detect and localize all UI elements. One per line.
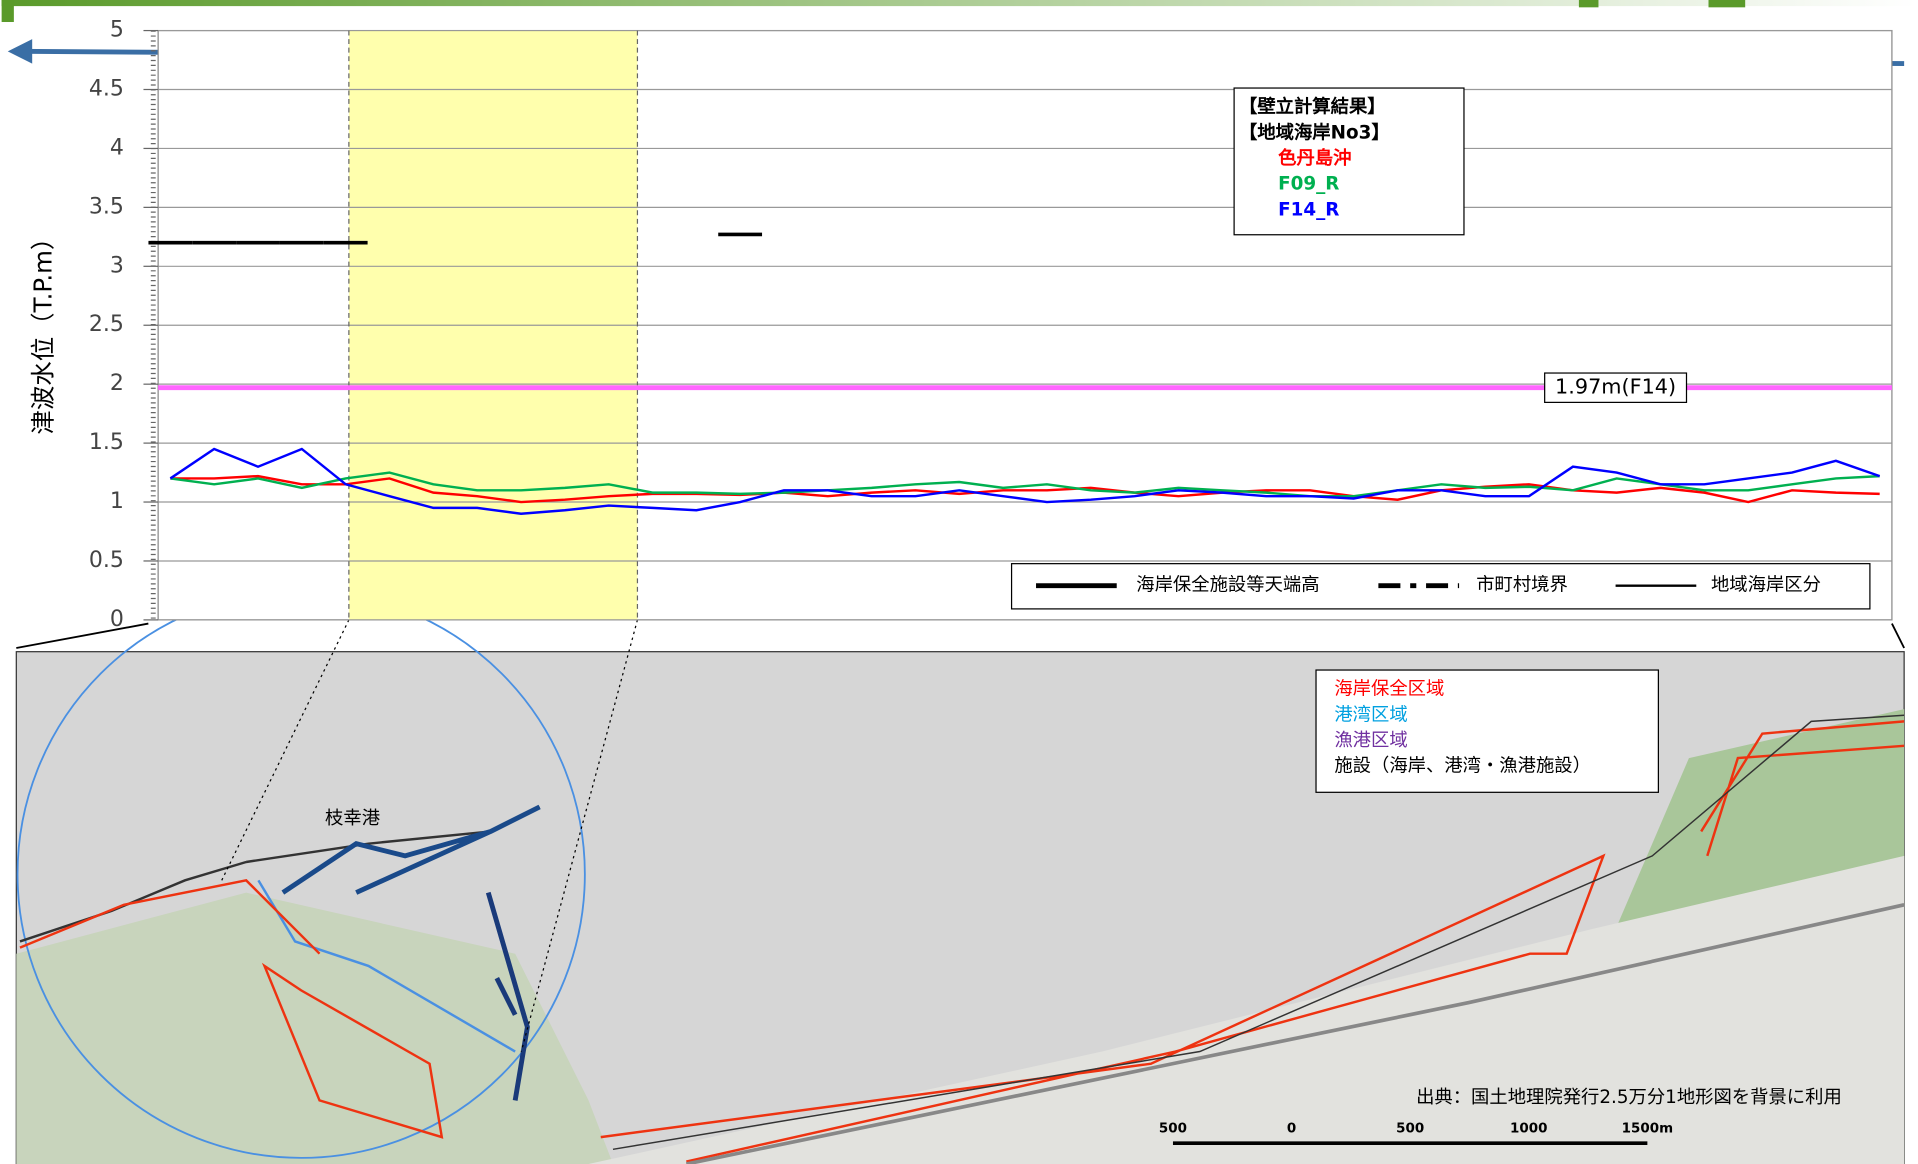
y-tick-label: 0.5	[89, 548, 124, 573]
reference-label-box	[1544, 372, 1688, 403]
y-tick-label: 2.5	[89, 312, 124, 337]
legend-box	[1233, 87, 1465, 236]
map-legend-entry: 港湾区域	[1334, 704, 1407, 725]
legend-entry: 市町村境界	[1476, 575, 1568, 596]
y-tick-label: 1.5	[89, 430, 124, 455]
reference-label: 1.97m(F14)	[1555, 375, 1676, 399]
map	[15, 589, 1905, 1164]
scale-label: 1500m	[1622, 1122, 1673, 1137]
legend-entry: 海岸保全施設等天端高	[1136, 575, 1319, 596]
series-line	[170, 471, 1880, 498]
header-mark	[1, 0, 14, 23]
y-tick-label: 3.5	[89, 194, 124, 219]
y-tick-label: 0	[110, 607, 124, 632]
header-bar	[1, 0, 1917, 7]
map-legend-entry: 漁港区域	[1334, 730, 1407, 751]
y-axis-label: 津波水位（T.P.m）	[28, 226, 57, 435]
series-line	[170, 474, 1880, 504]
legend-entry: F14_R	[1278, 199, 1339, 220]
map-legend-entry: 施設（海岸、港湾・漁港施設）	[1334, 756, 1591, 777]
y-tick-label: 4	[110, 135, 124, 160]
y-tick-label: 1	[110, 489, 124, 514]
source-note: 出典：国土地理院発行2.5万分1地形図を背景に利用	[1416, 1087, 1842, 1108]
port-label: 枝幸港	[325, 808, 380, 829]
header-mark	[1708, 0, 1746, 8]
series-line	[169, 447, 1881, 516]
legend-entry: F09_R	[1278, 174, 1339, 195]
scale-label: 500	[1396, 1122, 1424, 1137]
scale-label: 500	[1159, 1122, 1187, 1137]
y-tick-label: 2	[110, 371, 124, 396]
scale-label: 0	[1287, 1122, 1296, 1137]
legend-title: 【地域海岸No3】	[1239, 121, 1390, 143]
legend-title: 【壁立計算結果】	[1239, 96, 1386, 118]
legend-entry: 地域海岸区分	[1711, 575, 1821, 596]
scale-label: 1000	[1510, 1122, 1547, 1137]
y-tick-label: 3	[110, 253, 124, 278]
y-tick-label: 4.5	[89, 77, 124, 102]
y-tick-label: 5	[110, 18, 124, 43]
map-legend-entry: 海岸保全区域	[1334, 679, 1444, 700]
header-mark	[1578, 0, 1599, 8]
legend-entry: 色丹島沖	[1278, 147, 1351, 169]
